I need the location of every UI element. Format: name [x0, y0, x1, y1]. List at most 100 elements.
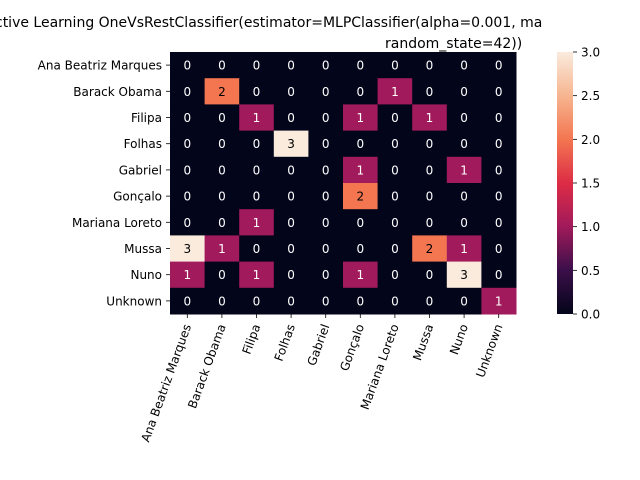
cell-value-label: 0 [391, 111, 399, 125]
cell-value-label: 0 [253, 242, 261, 256]
heatmap-cell [343, 183, 379, 210]
colorbar [557, 52, 573, 314]
cell-value-label: 0 [426, 216, 434, 230]
heatmap-cell [273, 52, 309, 79]
cell-value-label: 0 [460, 216, 468, 230]
heatmap-cell [343, 130, 379, 158]
heatmap-cell [343, 156, 379, 184]
cell-value-label: 1 [460, 163, 468, 177]
cell-value-label: 0 [218, 163, 226, 177]
chart-title-line2: random_state=42)) [385, 36, 522, 52]
colorbar-gradient [557, 52, 573, 314]
heatmap-cell [308, 156, 344, 184]
heatmap-cell [239, 130, 275, 158]
colorbar-tick-label: 0.0 [581, 308, 600, 322]
heatmap-cell [273, 183, 309, 210]
cell-value-label: 0 [426, 268, 434, 282]
cell-value-label: 0 [218, 111, 226, 125]
colorbar-tick-label: 2.5 [581, 89, 600, 103]
cell-value-label: 0 [391, 268, 399, 282]
cell-value-label: 3 [287, 137, 295, 151]
cell-value-label: 0 [287, 268, 295, 282]
colorbar-tick-label: 1.0 [581, 220, 600, 234]
heatmap-cell [170, 78, 206, 105]
cell-value-label: 2 [426, 242, 434, 256]
heatmap-cell [446, 287, 482, 315]
cell-value-label: 0 [426, 163, 434, 177]
cell-value-label: 0 [391, 163, 399, 177]
cell-value-label: 1 [495, 294, 503, 308]
heatmap-cell [170, 104, 206, 132]
cell-value-label: 3 [183, 242, 191, 256]
cell-value-label: 0 [183, 216, 191, 230]
cell-value-label: 0 [356, 59, 364, 73]
heatmap-cell [170, 235, 206, 263]
heatmap-cell [481, 287, 517, 315]
column-tick-label: Gabriel [305, 322, 333, 367]
column-tick-label: Folhas [272, 322, 298, 363]
cell-value-label: 1 [356, 111, 364, 125]
cell-value-label: 0 [356, 216, 364, 230]
heatmap-cell [170, 209, 206, 236]
cell-value-label: 0 [183, 163, 191, 177]
colorbar-ticks: 0.0 0.5 1.0 1.5 2.0 2.5 3.0 [573, 46, 600, 322]
cell-value-label: 0 [460, 111, 468, 125]
cell-value-label: 0 [391, 137, 399, 151]
heatmap-cell [239, 209, 275, 236]
heatmap-cell [343, 261, 379, 289]
heatmap-cell [308, 287, 344, 315]
heatmap-cell [273, 104, 309, 132]
cell-value-label: 0 [495, 59, 503, 73]
cell-value-label: 0 [322, 137, 330, 151]
heatmap-cell [446, 130, 482, 158]
cell-value-label: 0 [495, 268, 503, 282]
heatmap-cell [412, 209, 448, 236]
cell-value-label: 0 [253, 190, 261, 204]
heatmap-cell [377, 156, 413, 184]
heatmap-cell [204, 183, 240, 210]
heatmap-cell [273, 130, 309, 158]
cell-value-label: 0 [253, 85, 261, 99]
row-tick-label: Filipa [131, 111, 162, 125]
column-tick-label: Mariana Loreto [358, 322, 402, 411]
colorbar-tick-label: 0.5 [581, 264, 600, 278]
cell-value-label: 0 [460, 190, 468, 204]
cell-value-label: 0 [287, 163, 295, 177]
heatmap-cell [308, 52, 344, 79]
heatmap-cell [204, 104, 240, 132]
cell-value-label: 3 [460, 268, 468, 282]
cell-value-label: 0 [495, 111, 503, 125]
row-tick-label: Nuno [130, 268, 162, 282]
chart-title-line1: ctive Learning OneVsRestClassifier(estim… [0, 15, 542, 31]
heatmap-cell [273, 261, 309, 289]
cell-value-label: 0 [495, 137, 503, 151]
cell-value-label: 0 [356, 294, 364, 308]
heatmap-cell [239, 183, 275, 210]
heatmap-cell [239, 235, 275, 263]
cell-value-label: 0 [426, 59, 434, 73]
heatmap-cell [170, 130, 206, 158]
heatmap-cell [343, 52, 379, 79]
heatmap-cell [273, 78, 309, 105]
heatmap-cell [412, 78, 448, 105]
heatmap-cell [204, 235, 240, 263]
cell-value-label: 1 [356, 163, 364, 177]
cell-value-label: 0 [356, 137, 364, 151]
colorbar-tick-label: 3.0 [581, 46, 600, 60]
heatmap-cell [412, 156, 448, 184]
heatmap-cell [308, 78, 344, 105]
heatmap-cell [481, 156, 517, 184]
column-tick-label: Mussa [410, 322, 436, 362]
heatmap-cell [273, 209, 309, 236]
heatmap-cell [343, 104, 379, 132]
row-tick-label: Mariana Loreto [72, 216, 162, 230]
cell-value-label: 1 [253, 111, 261, 125]
heatmap-cell [481, 261, 517, 289]
colorbar-tick-label: 2.0 [581, 133, 600, 147]
cell-value-label: 0 [322, 190, 330, 204]
cell-value-label: 0 [322, 163, 330, 177]
heatmap-cell [308, 209, 344, 236]
heatmap-cell [446, 156, 482, 184]
heatmap-cell [446, 78, 482, 105]
